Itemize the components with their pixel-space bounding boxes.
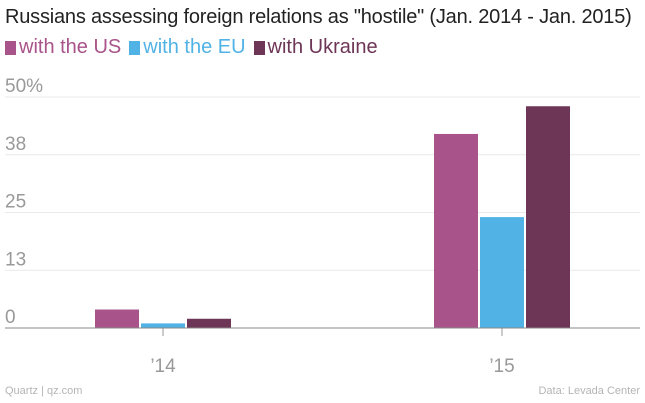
footer-source-quartz: Quartz | qz.com xyxy=(5,385,83,397)
legend-swatch-ukraine xyxy=(253,40,265,55)
legend-label-ukraine: with Ukraine xyxy=(267,36,378,58)
y-tick-label: 13 xyxy=(5,249,26,270)
legend-label-eu: with the EU xyxy=(143,36,246,58)
legend-label-us: with the US xyxy=(19,36,122,58)
legend-swatch-eu xyxy=(129,40,141,55)
legend-item-us: with the US xyxy=(5,36,121,59)
bar-0-0 xyxy=(95,309,139,328)
footer-data-credit: Data: Levada Center xyxy=(538,385,640,397)
x-tick-label: ’15 xyxy=(489,356,514,377)
y-tick-label: 50% xyxy=(5,76,43,97)
legend: with the US with the EU with Ukraine xyxy=(5,36,386,59)
legend-item-eu: with the EU xyxy=(129,36,246,59)
legend-swatch-us xyxy=(5,40,16,55)
legend-item-ukraine: with Ukraine xyxy=(253,36,378,59)
bar-0-1 xyxy=(141,323,185,328)
bar-1-0 xyxy=(434,133,478,328)
bar-0-2 xyxy=(187,318,231,328)
bar-1-1 xyxy=(480,217,524,328)
chart-title: Russians assessing foreign relations as … xyxy=(5,6,632,28)
y-tick-label: 25 xyxy=(5,192,26,213)
x-tick-label: ’14 xyxy=(150,356,176,377)
bar-1-2 xyxy=(526,106,570,329)
y-tick-label: 0 xyxy=(5,307,16,328)
y-tick-label: 38 xyxy=(5,134,26,155)
